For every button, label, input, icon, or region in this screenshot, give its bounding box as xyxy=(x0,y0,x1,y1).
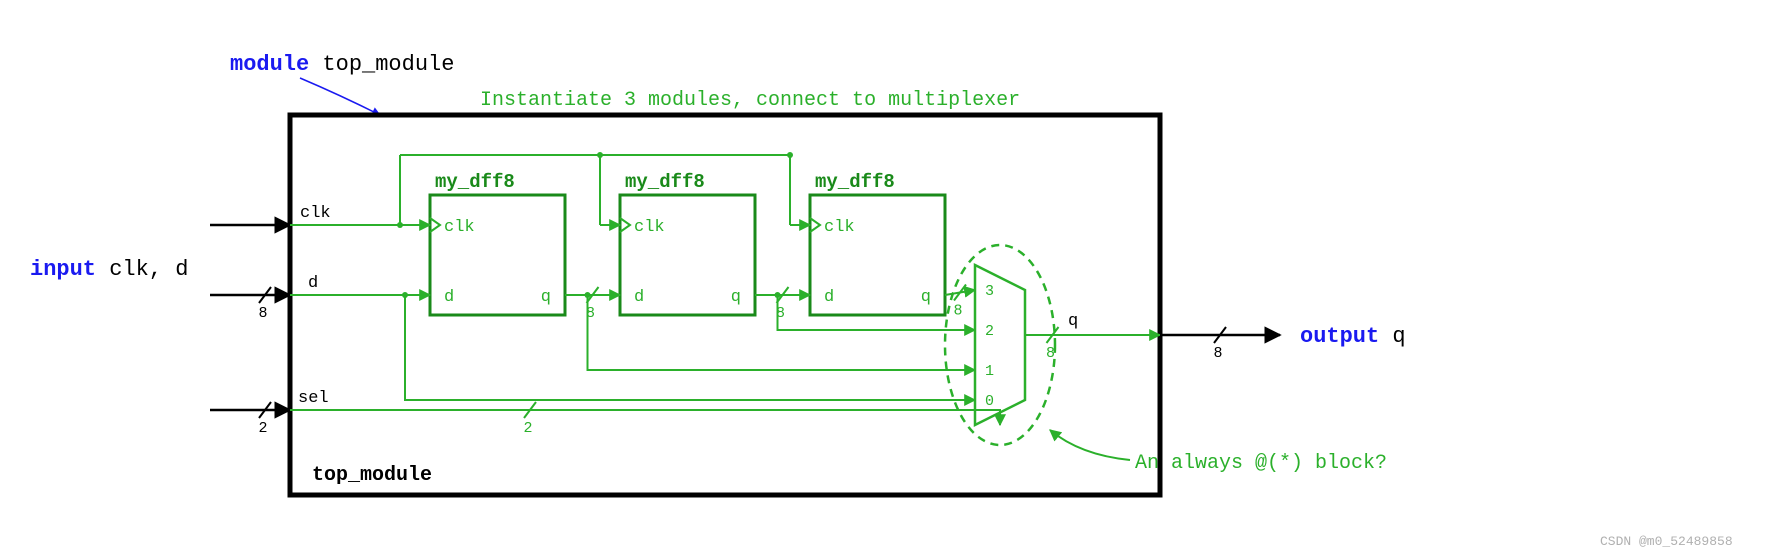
mux-in-label: 0 xyxy=(985,393,994,410)
input-label: input clk, d xyxy=(30,257,188,282)
box-name: top_module xyxy=(312,464,432,487)
mux-note: An always @(*) block? xyxy=(1135,452,1387,475)
label: 2 xyxy=(258,420,267,437)
subtitle: Instantiate 3 modules, connect to multip… xyxy=(480,89,1020,112)
label: 8 xyxy=(953,303,962,320)
dff-title: my_dff8 xyxy=(435,171,515,193)
label: 8 xyxy=(258,305,267,322)
pin-q: q xyxy=(541,288,551,307)
circuit-diagram: module top_module Instantiate 3 modules, … xyxy=(0,0,1769,554)
mux xyxy=(975,265,1025,425)
label: 2 xyxy=(523,420,532,437)
pin-clk: clk xyxy=(634,218,665,237)
wire-d-label: d xyxy=(308,274,318,293)
wire-q-label: q xyxy=(1068,312,1078,331)
pin-q: q xyxy=(921,288,931,307)
top-module-box xyxy=(290,115,1160,495)
mux-in-label: 3 xyxy=(985,283,994,300)
label: 8 xyxy=(1046,345,1055,362)
watermark: CSDN @m0_52489858 xyxy=(1600,534,1733,549)
mux-in-label: 1 xyxy=(985,363,994,380)
pin-d: d xyxy=(824,288,834,307)
pin-clk: clk xyxy=(824,218,855,237)
dff-title: my_dff8 xyxy=(815,171,895,193)
label: 8 xyxy=(1213,345,1222,362)
module-title: module top_module xyxy=(230,52,454,77)
wire-sel-label: sel xyxy=(298,389,329,408)
pin-d: d xyxy=(634,288,644,307)
wire-clk-label: clk xyxy=(300,204,331,223)
mux-in-label: 2 xyxy=(985,323,994,340)
pin-d: d xyxy=(444,288,454,307)
pin-q: q xyxy=(731,288,741,307)
pin-clk: clk xyxy=(444,218,475,237)
dff-title: my_dff8 xyxy=(625,171,705,193)
output-label: output q xyxy=(1300,324,1406,349)
